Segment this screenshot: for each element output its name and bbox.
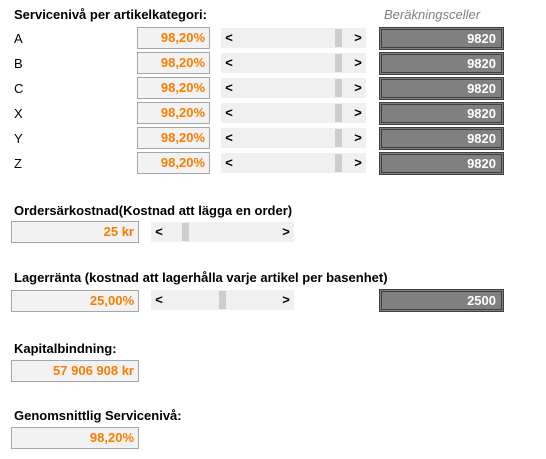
category-calc-cell: 9820 xyxy=(379,152,504,175)
scroll-thumb[interactable] xyxy=(335,54,343,72)
order-cost-title: Ordersärkostnad(Kostnad att lägga en ord… xyxy=(14,203,293,218)
order-cost-scrollbar[interactable]: < > xyxy=(151,222,294,242)
scroll-thumb[interactable] xyxy=(335,129,343,147)
scroll-right-icon[interactable]: > xyxy=(354,80,362,95)
category-calc-cell: 9820 xyxy=(379,127,504,150)
category-label: X xyxy=(14,106,23,121)
scroll-right-icon[interactable]: > xyxy=(282,292,290,307)
scroll-right-icon[interactable]: > xyxy=(354,30,362,45)
capital-value[interactable]: 57 906 908 kr xyxy=(11,360,139,382)
scroll-left-icon[interactable]: < xyxy=(225,105,233,120)
category-scrollbar[interactable]: < > xyxy=(221,78,366,98)
category-service-value[interactable]: 98,20% xyxy=(137,152,210,174)
service-level-title: Servicenivå per artikelkategori: xyxy=(14,7,207,22)
scroll-thumb[interactable] xyxy=(335,104,343,122)
category-service-value[interactable]: 98,20% xyxy=(137,27,210,49)
scroll-left-icon[interactable]: < xyxy=(225,80,233,95)
category-calc-cell: 9820 xyxy=(379,77,504,100)
scroll-thumb[interactable] xyxy=(335,154,343,172)
capital-title: Kapitalbindning: xyxy=(14,341,117,356)
scroll-right-icon[interactable]: > xyxy=(282,224,290,239)
category-scrollbar[interactable]: < > xyxy=(221,53,366,73)
scroll-left-icon[interactable]: < xyxy=(225,55,233,70)
category-label: A xyxy=(14,31,23,46)
interest-value[interactable]: 25,00% xyxy=(11,290,139,312)
scroll-right-icon[interactable]: > xyxy=(354,105,362,120)
interest-calc-cell: 2500 xyxy=(379,289,504,312)
category-label: Z xyxy=(14,156,22,171)
category-service-value[interactable]: 98,20% xyxy=(137,102,210,124)
scroll-left-icon[interactable]: < xyxy=(155,224,163,239)
category-scrollbar[interactable]: < > xyxy=(221,153,366,173)
scroll-thumb[interactable] xyxy=(335,29,343,47)
category-service-value[interactable]: 98,20% xyxy=(137,77,210,99)
order-cost-value[interactable]: 25 kr xyxy=(11,221,139,243)
category-scrollbar[interactable]: < > xyxy=(221,103,366,123)
interest-scrollbar[interactable]: < > xyxy=(151,290,294,310)
scroll-left-icon[interactable]: < xyxy=(225,130,233,145)
scroll-right-icon[interactable]: > xyxy=(354,155,362,170)
category-scrollbar[interactable]: < > xyxy=(221,128,366,148)
scroll-left-icon[interactable]: < xyxy=(225,155,233,170)
scroll-left-icon[interactable]: < xyxy=(225,30,233,45)
category-label: Y xyxy=(14,131,23,146)
category-service-value[interactable]: 98,20% xyxy=(137,52,210,74)
category-label: B xyxy=(14,56,23,71)
category-calc-cell: 9820 xyxy=(379,102,504,125)
calc-cells-header: Beräkningsceller xyxy=(384,7,481,22)
category-label: C xyxy=(14,81,24,96)
interest-title: Lagerränta (kostnad att lagerhålla varje… xyxy=(14,270,388,285)
category-calc-cell: 9820 xyxy=(379,27,504,50)
scroll-left-icon[interactable]: < xyxy=(155,292,163,307)
scroll-thumb[interactable] xyxy=(335,79,343,97)
avg-service-value[interactable]: 98,20% xyxy=(11,427,139,449)
scroll-thumb[interactable] xyxy=(219,291,226,309)
avg-service-title: Genomsnittlig Servicenivå: xyxy=(14,408,182,423)
category-scrollbar[interactable]: < > xyxy=(221,28,366,48)
scroll-right-icon[interactable]: > xyxy=(354,55,362,70)
category-service-value[interactable]: 98,20% xyxy=(137,127,210,149)
scroll-right-icon[interactable]: > xyxy=(354,130,362,145)
category-calc-cell: 9820 xyxy=(379,52,504,75)
scroll-thumb[interactable] xyxy=(182,223,190,241)
